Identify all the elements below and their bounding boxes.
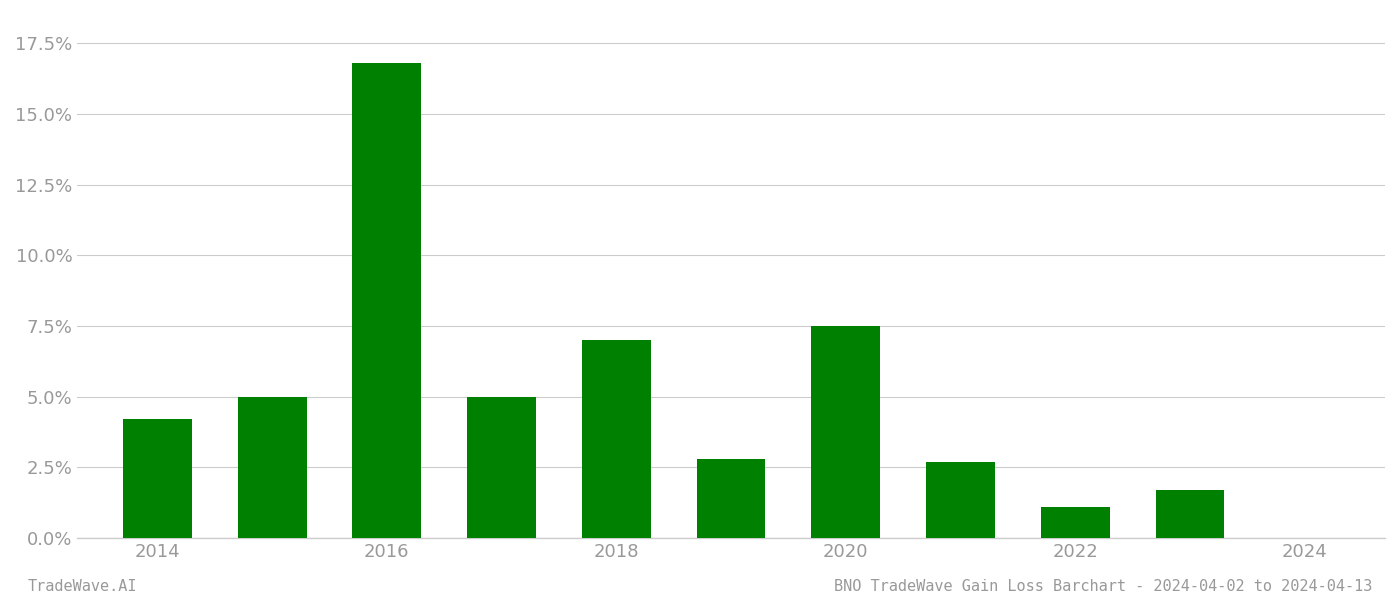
Bar <box>697 459 766 538</box>
Bar <box>353 63 421 538</box>
Bar <box>1155 490 1225 538</box>
Bar <box>123 419 192 538</box>
Bar <box>582 340 651 538</box>
Text: TradeWave.AI: TradeWave.AI <box>28 579 137 594</box>
Bar <box>812 326 881 538</box>
Text: BNO TradeWave Gain Loss Barchart - 2024-04-02 to 2024-04-13: BNO TradeWave Gain Loss Barchart - 2024-… <box>833 579 1372 594</box>
Bar <box>1040 507 1110 538</box>
Bar <box>925 462 995 538</box>
Bar <box>468 397 536 538</box>
Bar <box>238 397 307 538</box>
